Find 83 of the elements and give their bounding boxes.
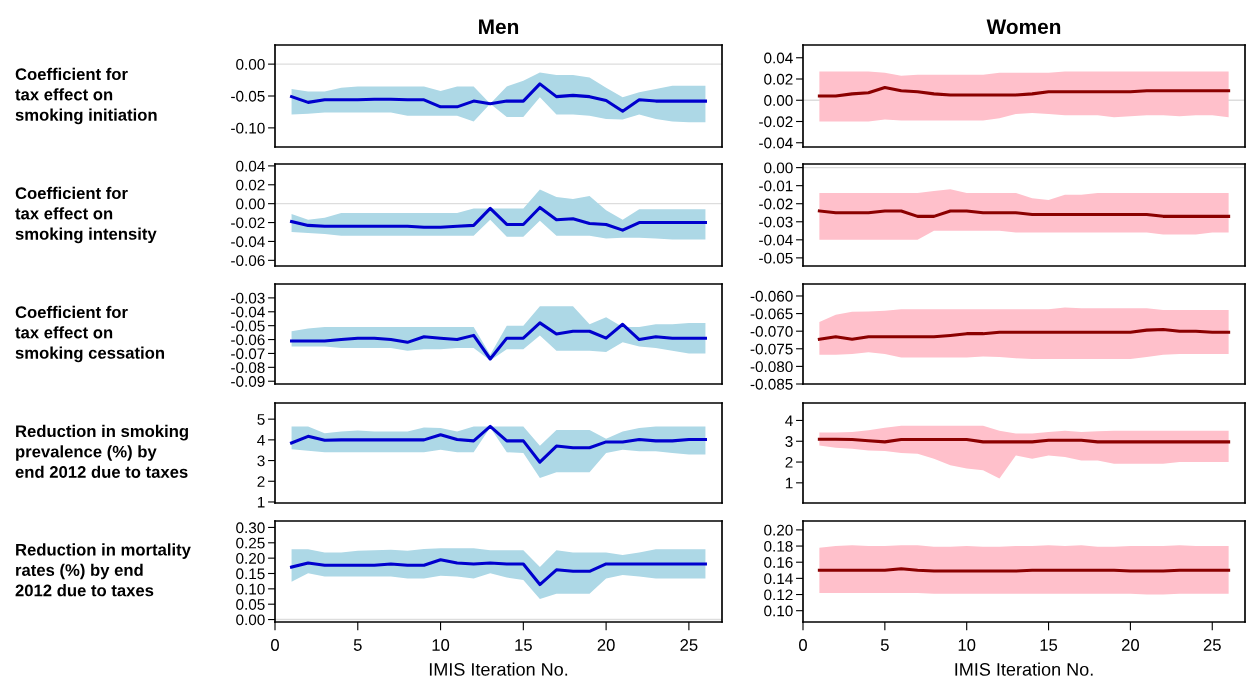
- y-tick-label: 1: [785, 477, 793, 489]
- x-tick-label: 10: [432, 639, 450, 651]
- y-tick-label: 0.20: [764, 524, 793, 536]
- y-tick-label: 0.10: [236, 583, 265, 595]
- y-tick-label: 0.25: [236, 537, 265, 549]
- y-tick-label: 4: [785, 415, 793, 426]
- y-tick-label: 0.16: [764, 557, 793, 568]
- y-tick-label: -0.070: [750, 326, 793, 337]
- x-axis-title: IMIS Iteration No.: [955, 662, 1093, 676]
- y-tick-label: 4: [257, 434, 265, 446]
- y-tick-label: 0.02: [236, 179, 265, 191]
- y-tick-label: 0.04: [764, 52, 793, 64]
- y-tick-label: 0.05: [236, 599, 265, 610]
- y-tick-label: 5: [257, 414, 265, 425]
- y-tick-label: -0.04: [231, 306, 265, 318]
- y-tick-label: -0.03: [759, 216, 793, 228]
- y-tick-label: 0.00: [764, 162, 793, 174]
- x-tick-label: 20: [1121, 639, 1140, 651]
- y-tick-label: 0.02: [764, 73, 793, 85]
- line-series: [290, 424, 707, 464]
- x-tick-label: 15: [515, 639, 532, 651]
- line-series: [290, 558, 707, 587]
- y-tick-label: 0.00: [236, 198, 265, 210]
- y-tick-label: -0.05: [759, 252, 793, 264]
- y-tick-label: -0.03: [231, 292, 265, 304]
- x-tick-label: 25: [1203, 639, 1221, 651]
- y-tick-label: -0.09: [231, 376, 265, 387]
- y-tick-label: -0.060: [750, 290, 793, 302]
- y-tick-label: 0.12: [764, 589, 793, 601]
- y-tick-label: 0.18: [764, 540, 793, 552]
- x-tick-label: 20: [597, 639, 615, 651]
- y-tick-label: -0.085: [750, 378, 793, 390]
- y-tick-label: -0.04: [759, 137, 793, 149]
- y-tick-label: -0.01: [759, 180, 793, 192]
- y-tick-label: -0.04: [231, 236, 265, 248]
- y-tick-label: -0.06: [231, 255, 265, 267]
- y-tick-label: 3: [785, 436, 793, 447]
- x-tick-label: 0: [271, 639, 279, 651]
- y-tick-label: 2: [257, 476, 265, 487]
- line-series: [290, 82, 707, 113]
- y-tick-label: 0.00: [236, 614, 265, 626]
- line-series: [290, 321, 707, 361]
- y-axis-title: Coefficient for tax effect on smoking intensity: [15, 186, 157, 244]
- y-axis-title: Coefficient for tax effect on smoking initiation: [15, 67, 157, 125]
- y-tick-label: 0.20: [236, 553, 265, 564]
- y-tick-label: -0.02: [759, 198, 793, 210]
- y-tick-label: -0.10: [231, 122, 265, 134]
- y-tick-label: -0.06: [231, 334, 265, 346]
- x-tick-label: 25: [680, 639, 698, 651]
- x-tick-label: 5: [880, 639, 889, 651]
- y-tick-label: -0.02: [759, 116, 793, 128]
- y-tick-label: -0.02: [231, 217, 265, 229]
- y-tick-label: 0.00: [764, 95, 793, 106]
- y-tick-label: -0.05: [231, 320, 265, 332]
- y-tick-label: 2: [785, 456, 793, 468]
- y-tick-label: 0.30: [236, 522, 265, 534]
- y-tick-label: -0.05: [231, 90, 265, 102]
- line-series: [817, 85, 1231, 98]
- y-axis-title: Reduction in mortality rates (%) by end 2012 due to taxes: [15, 543, 191, 597]
- chart-title: Women: [986, 19, 1061, 35]
- y-tick-label: 3: [257, 455, 265, 467]
- y-axis-title: Reduction in smoking prevalence (%) by end 2012 due to taxes: [15, 424, 188, 478]
- x-axis-title: IMIS Iteration No.: [429, 662, 568, 676]
- line-series: [290, 205, 707, 232]
- y-tick-label: -0.075: [750, 343, 793, 355]
- y-tick-label: -0.04: [759, 234, 793, 246]
- y-tick-label: 0.00: [236, 58, 265, 70]
- y-tick-label: -0.080: [750, 361, 793, 373]
- y-tick-label: 0.04: [236, 160, 265, 172]
- y-tick-label: -0.065: [750, 308, 793, 320]
- y-tick-label: 0.10: [764, 605, 793, 617]
- x-tick-label: 5: [353, 639, 362, 651]
- y-axis-title: Coefficient for tax effect on smoking cessation: [15, 305, 165, 363]
- line-series: [817, 327, 1231, 341]
- y-tick-label: -0.08: [231, 362, 265, 374]
- y-tick-label: 1: [257, 496, 265, 508]
- y-tick-label: 0.15: [236, 568, 265, 580]
- chart-title: Men: [479, 19, 519, 35]
- x-tick-label: 10: [958, 639, 976, 651]
- y-tick-label: -0.07: [231, 348, 265, 360]
- x-tick-label: 0: [799, 639, 807, 651]
- y-tick-label: 0.14: [764, 573, 793, 585]
- x-tick-label: 15: [1040, 639, 1058, 651]
